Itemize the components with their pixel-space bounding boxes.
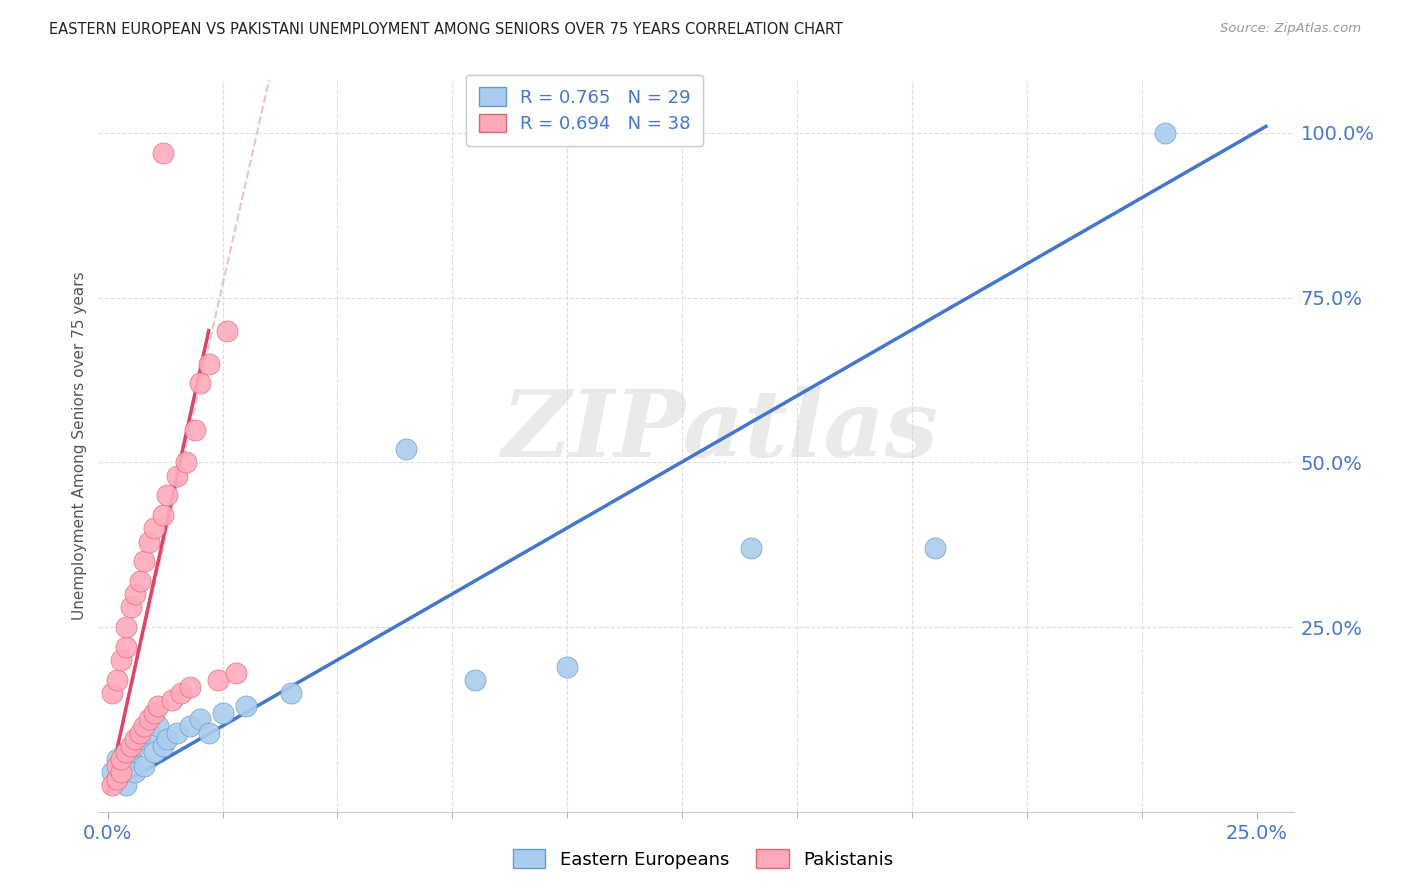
Point xyxy=(197,725,219,739)
Point xyxy=(128,574,150,588)
Point xyxy=(555,659,578,673)
Text: ZIPatlas: ZIPatlas xyxy=(502,386,938,476)
Legend: Eastern Europeans, Pakistanis: Eastern Europeans, Pakistanis xyxy=(506,842,900,876)
Point xyxy=(105,772,128,786)
Point xyxy=(225,666,247,681)
Point xyxy=(124,732,146,747)
Point xyxy=(128,725,150,739)
Point xyxy=(211,706,233,720)
Point xyxy=(120,600,142,615)
Legend: R = 0.765   N = 29, R = 0.694   N = 38: R = 0.765 N = 29, R = 0.694 N = 38 xyxy=(465,75,703,146)
Point xyxy=(124,739,146,753)
Point xyxy=(120,739,142,753)
Text: Source: ZipAtlas.com: Source: ZipAtlas.com xyxy=(1220,22,1361,36)
Point xyxy=(235,699,257,714)
Point xyxy=(1153,126,1175,140)
Point xyxy=(110,653,132,667)
Point xyxy=(174,455,197,469)
Point xyxy=(105,758,128,772)
Point xyxy=(105,772,128,786)
Point xyxy=(179,680,201,694)
Point xyxy=(124,587,146,601)
Point xyxy=(148,699,170,714)
Point xyxy=(188,376,211,391)
Text: EASTERN EUROPEAN VS PAKISTANI UNEMPLOYMENT AMONG SENIORS OVER 75 YEARS CORRELATI: EASTERN EUROPEAN VS PAKISTANI UNEMPLOYME… xyxy=(49,22,844,37)
Point xyxy=(464,673,486,687)
Point xyxy=(188,713,211,727)
Point xyxy=(740,541,762,556)
Point xyxy=(110,758,132,772)
Point xyxy=(115,640,138,654)
Point xyxy=(138,713,160,727)
Point xyxy=(142,706,165,720)
Point xyxy=(217,324,239,338)
Point xyxy=(110,765,132,780)
Point xyxy=(134,719,156,733)
Point xyxy=(120,752,142,766)
Point xyxy=(115,746,138,760)
Point xyxy=(166,468,188,483)
Point xyxy=(128,732,150,747)
Point xyxy=(156,488,179,502)
Y-axis label: Unemployment Among Seniors over 75 years: Unemployment Among Seniors over 75 years xyxy=(72,272,87,620)
Point xyxy=(142,521,165,535)
Point xyxy=(101,686,124,700)
Point xyxy=(152,739,174,753)
Point xyxy=(207,673,229,687)
Point xyxy=(110,752,132,766)
Point xyxy=(197,357,219,371)
Point xyxy=(115,746,138,760)
Point xyxy=(395,442,418,457)
Point xyxy=(166,725,188,739)
Point xyxy=(148,719,170,733)
Point xyxy=(115,620,138,634)
Point xyxy=(105,673,128,687)
Point xyxy=(134,554,156,568)
Point xyxy=(170,686,193,700)
Point xyxy=(152,508,174,523)
Point xyxy=(138,534,160,549)
Point xyxy=(179,719,201,733)
Point xyxy=(156,732,179,747)
Point xyxy=(280,686,302,700)
Point xyxy=(184,423,207,437)
Point xyxy=(101,778,124,792)
Point xyxy=(160,692,183,706)
Point xyxy=(115,778,138,792)
Point xyxy=(152,145,174,160)
Point xyxy=(924,541,946,556)
Point xyxy=(124,765,146,780)
Point xyxy=(134,758,156,772)
Point xyxy=(138,725,160,739)
Point xyxy=(142,746,165,760)
Point xyxy=(105,752,128,766)
Point xyxy=(101,765,124,780)
